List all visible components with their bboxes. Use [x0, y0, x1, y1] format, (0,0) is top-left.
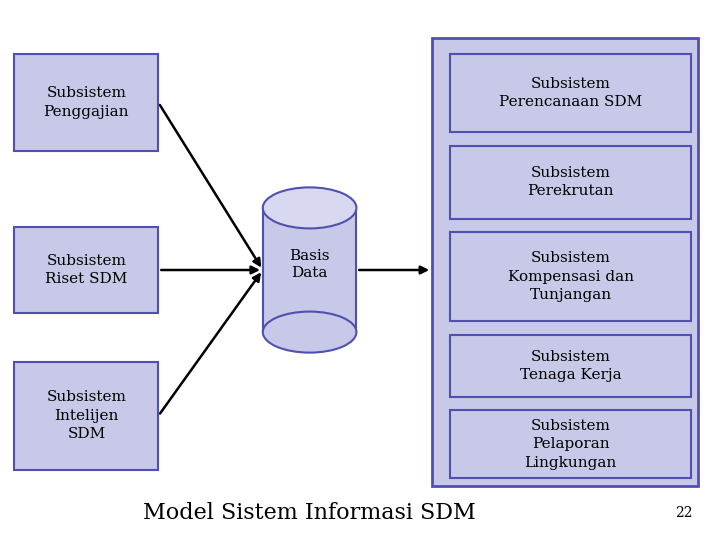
- Text: Subsistem
Kompensasi dan
Tunjangan: Subsistem Kompensasi dan Tunjangan: [508, 251, 634, 302]
- FancyBboxPatch shape: [450, 54, 691, 132]
- Text: Subsistem
Perekrutan: Subsistem Perekrutan: [527, 166, 614, 198]
- FancyBboxPatch shape: [432, 38, 698, 486]
- FancyBboxPatch shape: [450, 335, 691, 397]
- Text: Model Sistem Informasi SDM: Model Sistem Informasi SDM: [143, 502, 476, 524]
- Text: Subsistem
Riset SDM: Subsistem Riset SDM: [45, 254, 127, 286]
- Text: Subsistem
Pelaporan
Lingkungan: Subsistem Pelaporan Lingkungan: [524, 418, 617, 470]
- FancyBboxPatch shape: [450, 410, 691, 478]
- FancyBboxPatch shape: [450, 232, 691, 321]
- FancyBboxPatch shape: [14, 362, 158, 470]
- Ellipse shape: [263, 187, 356, 228]
- FancyBboxPatch shape: [14, 227, 158, 313]
- Text: Subsistem
Intelijen
SDM: Subsistem Intelijen SDM: [47, 390, 126, 441]
- Text: 22: 22: [675, 506, 693, 520]
- FancyBboxPatch shape: [263, 208, 356, 332]
- FancyBboxPatch shape: [450, 146, 691, 219]
- Text: Subsistem
Penggajian: Subsistem Penggajian: [44, 86, 129, 119]
- Text: Subsistem
Perencanaan SDM: Subsistem Perencanaan SDM: [499, 77, 642, 109]
- Text: Basis
Data: Basis Data: [289, 249, 330, 280]
- FancyBboxPatch shape: [14, 54, 158, 151]
- Ellipse shape: [263, 312, 356, 353]
- Text: Subsistem
Tenaga Kerja: Subsistem Tenaga Kerja: [520, 350, 621, 382]
